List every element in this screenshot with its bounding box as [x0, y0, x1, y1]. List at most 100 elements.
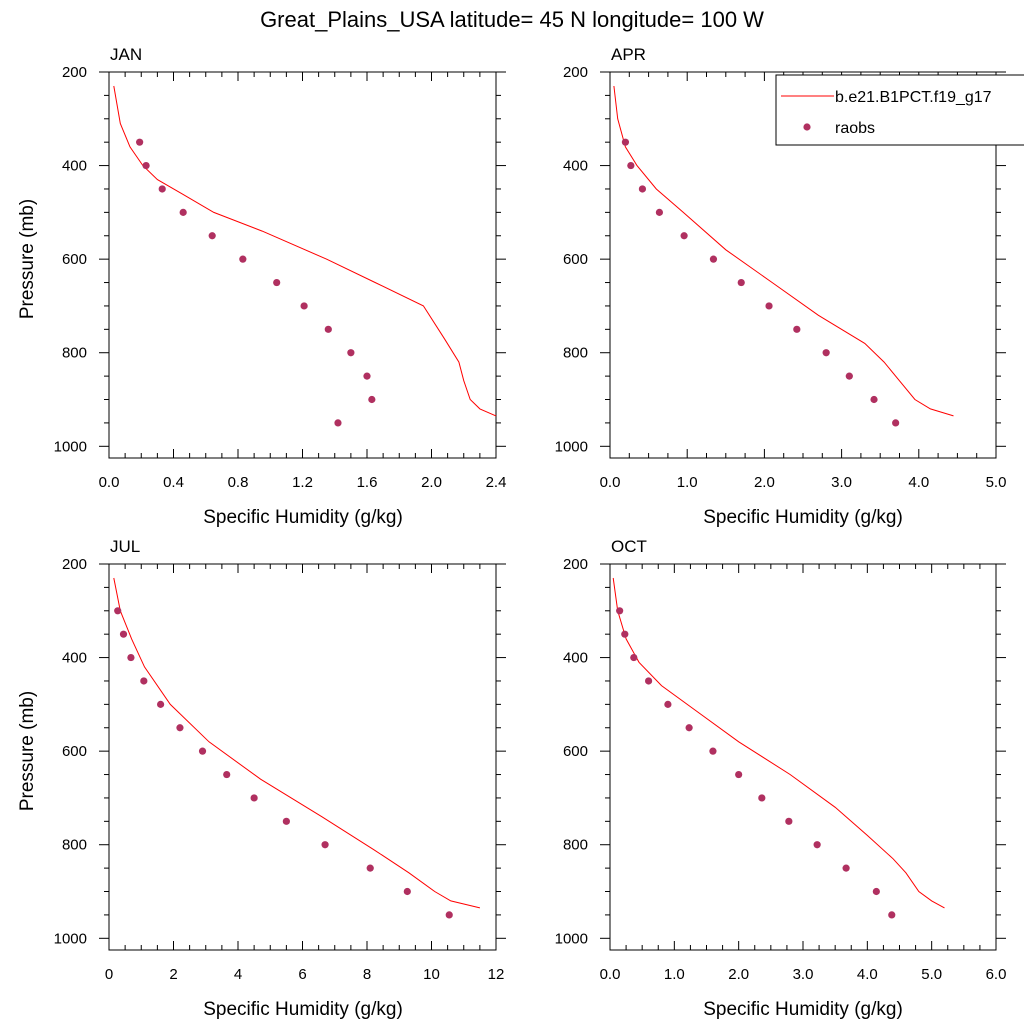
raobs-point	[627, 161, 635, 170]
x-tick-label: 3.0	[831, 474, 852, 491]
x-tick-label: 5.0	[921, 966, 942, 983]
raobs-point	[664, 700, 672, 708]
raobs-point	[127, 653, 135, 662]
raobs-point	[638, 185, 647, 193]
x-tick-label: 2.0	[421, 474, 442, 491]
y-tick-label: 400	[563, 158, 588, 175]
model-profile-line	[113, 85, 497, 417]
x-tick-label: 1.0	[664, 966, 685, 983]
raobs-point	[737, 278, 745, 287]
x-tick-label: 5.0	[986, 474, 1007, 491]
plot-frame	[609, 563, 997, 951]
y-tick-label: 600	[563, 743, 588, 760]
raobs-point	[282, 817, 290, 825]
raobs-point	[685, 724, 693, 732]
x-tick-label: 4.0	[857, 966, 878, 983]
raobs-point	[872, 887, 880, 896]
raobs-point	[842, 864, 850, 872]
x-tick-label: 1.6	[357, 474, 378, 491]
y-tick-label: 1000	[54, 930, 87, 947]
y-tick-label: 1000	[555, 438, 588, 455]
x-tick-label: 12	[488, 966, 505, 983]
raobs-point	[250, 794, 258, 802]
raobs-point	[870, 395, 878, 404]
raobs-point	[158, 185, 166, 193]
raobs-point	[888, 911, 896, 919]
x-tick-label: 2	[169, 966, 177, 983]
raobs-point	[136, 138, 144, 146]
x-tick-label: 3.0	[793, 966, 814, 983]
raobs-point	[273, 278, 281, 287]
x-tick-label: 0.0	[99, 474, 120, 491]
y-tick-label: 200	[62, 556, 87, 573]
raobs-point	[239, 255, 247, 263]
raobs-point	[621, 630, 629, 638]
x-tick-label: 8	[363, 966, 371, 983]
y-tick-label: 400	[62, 650, 87, 667]
x-tick-label: 10	[423, 966, 440, 983]
panel-title: APR	[611, 45, 646, 64]
raobs-point	[300, 302, 308, 310]
legend-label-model: b.e21.B1PCT.f19_g17	[835, 89, 992, 106]
raobs-point	[645, 677, 653, 685]
y-tick-label: 800	[62, 345, 87, 362]
raobs-point	[363, 372, 371, 380]
raobs-point	[119, 630, 128, 638]
x-tick-label: 6	[298, 966, 306, 983]
raobs-point	[445, 911, 453, 919]
y-tick-label: 1000	[54, 438, 87, 455]
raobs-point	[630, 653, 638, 662]
raobs-point	[157, 700, 165, 708]
panel-title: JAN	[110, 45, 142, 64]
legend-marker-swatch	[803, 123, 811, 131]
x-axis-title: Specific Humidity (g/kg)	[703, 999, 903, 1020]
raobs-point	[142, 161, 150, 170]
plot-frame	[108, 71, 497, 459]
raobs-point	[208, 232, 216, 240]
legend-box	[775, 74, 1024, 146]
figure-title: Great_Plains_USA latitude= 45 N longitud…	[260, 7, 764, 32]
y-tick-label: 800	[563, 345, 588, 362]
panel-jul: JUL Specific Humidity (g/kg) Pressure (m…	[17, 537, 506, 1020]
raobs-point	[813, 841, 821, 849]
panel-oct: OCT Specific Humidity (g/kg) 0.0 1.0 2.0 3.…	[555, 537, 1007, 1020]
panel-title: OCT	[611, 537, 647, 556]
model-profile-line	[113, 577, 481, 909]
x-tick-label: 4.0	[908, 474, 929, 491]
x-tick-label: 2.0	[728, 966, 749, 983]
x-tick-label: 0.0	[600, 474, 621, 491]
x-tick-label: 1.0	[677, 474, 698, 491]
raobs-point	[347, 349, 355, 357]
panel-jan: JAN Specific Humidity (g/kg) Pressure (m…	[17, 45, 506, 528]
plot-frame	[108, 563, 497, 951]
x-tick-label: 6.0	[986, 966, 1007, 983]
y-tick-label: 600	[563, 251, 588, 268]
y-tick-label: 200	[563, 64, 588, 81]
y-tick-label: 800	[563, 837, 588, 854]
raobs-point	[366, 864, 374, 872]
raobs-point	[403, 887, 411, 896]
x-axis-title: Specific Humidity (g/kg)	[703, 507, 903, 528]
raobs-point	[223, 770, 231, 779]
raobs-point	[680, 232, 688, 240]
x-tick-label: 0.4	[163, 474, 184, 491]
y-tick-label: 200	[563, 556, 588, 573]
raobs-point	[765, 302, 773, 310]
raobs-point	[785, 817, 793, 825]
x-axis-title: Specific Humidity (g/kg)	[203, 999, 403, 1020]
raobs-point	[176, 724, 184, 732]
raobs-point	[621, 138, 630, 146]
raobs-point	[368, 395, 376, 404]
raobs-point	[324, 325, 332, 333]
y-tick-label: 200	[62, 64, 87, 81]
raobs-point	[892, 419, 900, 427]
x-tick-label: 0	[105, 966, 113, 983]
x-tick-label: 2.4	[486, 474, 507, 491]
y-tick-label: 400	[563, 650, 588, 667]
y-tick-label: 800	[62, 837, 87, 854]
raobs-point	[822, 349, 830, 357]
raobs-point	[709, 255, 718, 263]
panel-title: JUL	[110, 537, 140, 556]
raobs-point	[140, 677, 148, 685]
raobs-point	[616, 607, 624, 615]
